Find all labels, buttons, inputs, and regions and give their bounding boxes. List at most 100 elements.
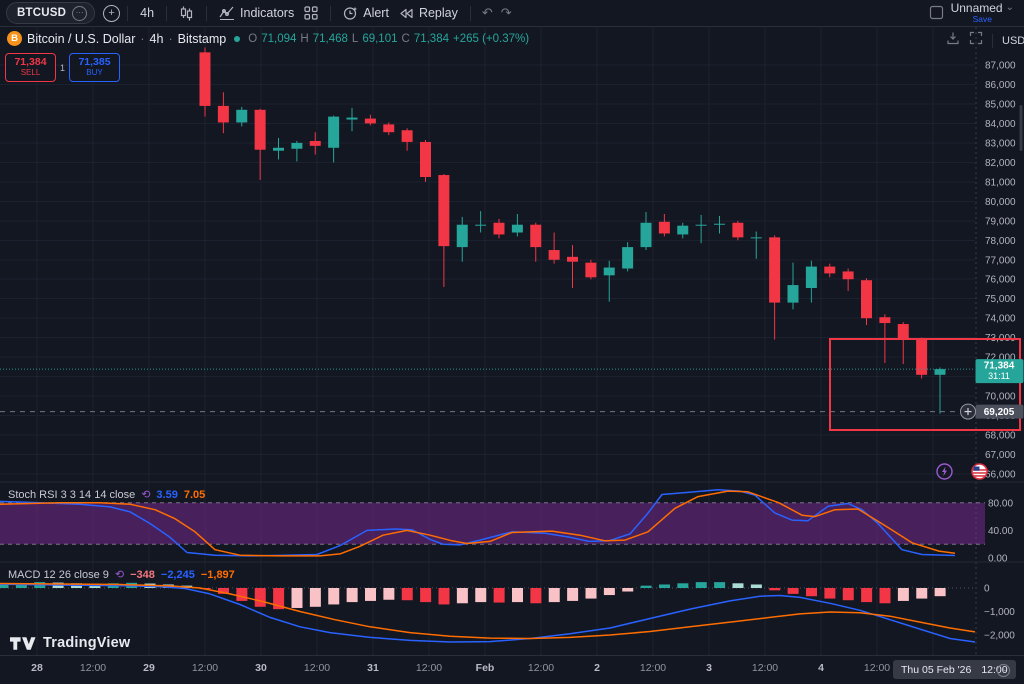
boost-lightning-icon[interactable] <box>936 463 953 485</box>
macd-histogram-bar <box>806 588 817 597</box>
price-chart[interactable]: 87,000 86,000 85,000 84,000 83,000 82,000 81,0… <box>0 27 1024 655</box>
candle-body <box>493 222 505 235</box>
instant-order-panel-icon[interactable] <box>946 31 960 50</box>
price-axis-label: 68,000 <box>985 431 1016 442</box>
buy-button[interactable]: 71,385 BUY <box>69 53 121 82</box>
time-axis-label: 28 <box>31 662 43 674</box>
spread-value: 1 <box>60 62 66 73</box>
macd-histogram-bar <box>291 588 303 608</box>
candle-body <box>438 175 450 247</box>
low-label: L <box>351 32 359 45</box>
macd-histogram-bar <box>383 588 395 600</box>
data-feed-status-dot <box>234 35 241 42</box>
current-price-text: 71,384 <box>984 361 1015 372</box>
compare-add-symbol-icon[interactable]: + <box>103 4 121 22</box>
symbol-title: Bitcoin / U.S. Dollar <box>27 31 136 46</box>
currency-selector[interactable]: USD ⌄ <box>1002 35 1024 47</box>
layout-name-button[interactable]: Unnamed ⌄ <box>951 2 1014 14</box>
candle-body <box>364 118 376 124</box>
toolbar-divider <box>127 5 129 21</box>
toolbar-divider <box>330 5 332 21</box>
tradingview-logo[interactable]: TradingView <box>10 635 130 651</box>
price-axis-label: 76,000 <box>985 275 1016 286</box>
replay-button[interactable]: Replay <box>394 3 463 23</box>
alert-price-label[interactable] <box>975 404 1024 419</box>
layout-templates-button[interactable] <box>299 3 323 23</box>
currency-label: USD <box>1002 34 1024 47</box>
sell-button[interactable]: 71,384 SELL <box>5 53 56 82</box>
indicators-button[interactable]: Indicators <box>214 3 299 23</box>
add-alert-plus-icon[interactable] <box>960 403 976 420</box>
current-bar-time: 12:00 <box>981 663 1008 676</box>
time-axis[interactable]: 28 12:00 29 12:00 30 12:00 31 12:00 Feb 12:00 2 12:… <box>0 655 1024 684</box>
macd-histogram-bar <box>346 588 358 603</box>
tradingview-mark-icon <box>10 636 36 650</box>
layout-name: Unnamed <box>950 0 1003 15</box>
axis-scrollbar-thumb[interactable] <box>1019 105 1023 151</box>
stoch-rsi-title: Stoch RSI 3 3 14 14 close <box>8 488 136 501</box>
us-market-flag-icon[interactable] <box>971 463 988 485</box>
chevron-down-icon: ⌄ <box>1005 1 1014 13</box>
candle-body <box>603 267 615 276</box>
macd-histogram-bar <box>365 588 376 601</box>
symbol-search-button[interactable]: BTCUSD ⋯ <box>6 2 96 24</box>
price-axis[interactable] <box>975 27 1024 655</box>
price-axis-label: 67,000 <box>985 450 1016 461</box>
macd-legend[interactable]: MACD 12 26 close 9 ⟲ −348 −2,245 −1,897 <box>8 568 235 582</box>
macd-histogram-bar <box>530 588 542 604</box>
candle-body <box>328 116 340 148</box>
price-axis-label: 77,000 <box>985 255 1016 266</box>
chart-controls: USD ⌄ <box>946 31 1024 50</box>
macd-histogram-bar <box>897 588 909 601</box>
time-axis-label: 12:00 <box>527 662 555 674</box>
legend-separator: · <box>140 31 145 46</box>
macd-histogram-bar <box>456 588 468 604</box>
macd-hist-value: −348 <box>130 568 155 581</box>
macd-line <box>0 583 976 643</box>
toolbar-divider <box>469 5 471 21</box>
drawing-rectangle-annotation[interactable] <box>829 338 1021 431</box>
watchlist-panel-icon[interactable] <box>929 5 944 25</box>
macd-histogram-bar <box>401 588 413 601</box>
symbol-legend[interactable]: B Bitcoin / U.S. Dollar · 4h · Bitstamp … <box>7 31 529 46</box>
candle-body <box>567 256 578 262</box>
symbol-info-icon[interactable]: ⋯ <box>72 5 88 21</box>
macd-axis-label: −1,000 <box>984 607 1015 618</box>
macd-histogram-bar <box>512 588 523 603</box>
open-value: 71,094 <box>261 32 297 45</box>
price-axis-label: 83,000 <box>985 138 1016 149</box>
candle-body <box>217 105 229 123</box>
stoch-rsi-legend[interactable]: Stoch RSI 3 3 14 14 close ⟲ 3.59 7.05 <box>8 488 205 502</box>
macd-histogram-bar <box>787 588 799 594</box>
indicator-sync-icon[interactable]: ⟲ <box>114 569 125 581</box>
timezone-clock-icon[interactable] <box>996 663 1011 683</box>
tradingview-logo-text: TradingView <box>43 635 131 651</box>
macd-histogram-bar <box>659 584 670 588</box>
macd-axis-label: −2,000 <box>984 631 1015 642</box>
stoch-axis-label: 0.00 <box>988 554 1008 565</box>
stoch-axis-label: 80.00 <box>988 498 1013 509</box>
save-button[interactable]: Save <box>972 13 992 24</box>
undo-icon[interactable]: ↶ <box>481 5 493 20</box>
current-bar-date-box: Thu 05 Feb '26 12:00 <box>893 660 1016 679</box>
macd-histogram-bar <box>695 582 707 588</box>
redo-icon[interactable]: ↷ <box>500 5 512 20</box>
time-axis-label: 4 <box>818 662 824 674</box>
indicator-sync-icon[interactable]: ⟲ <box>141 489 151 501</box>
alert-button[interactable]: Alert <box>338 3 394 24</box>
chart-style-button[interactable] <box>174 3 199 24</box>
price-axis-label: 87,000 <box>985 61 1016 72</box>
price-axis-label: 75,000 <box>985 294 1016 305</box>
macd-axis-label: 0 <box>984 584 990 595</box>
fullscreen-icon[interactable] <box>969 31 983 50</box>
macd-histogram-bar <box>585 588 597 599</box>
sell-label: SELL <box>20 68 41 78</box>
time-axis-label: 12:00 <box>751 662 779 674</box>
candle-body <box>824 266 836 274</box>
macd-histogram-bar <box>916 588 928 599</box>
stoch-axis-label: 40.00 <box>988 526 1013 537</box>
candle-body <box>677 225 689 235</box>
price-axis-label: 78,000 <box>985 236 1016 247</box>
high-label: H <box>300 32 309 45</box>
interval-button[interactable]: 4h <box>135 3 159 23</box>
